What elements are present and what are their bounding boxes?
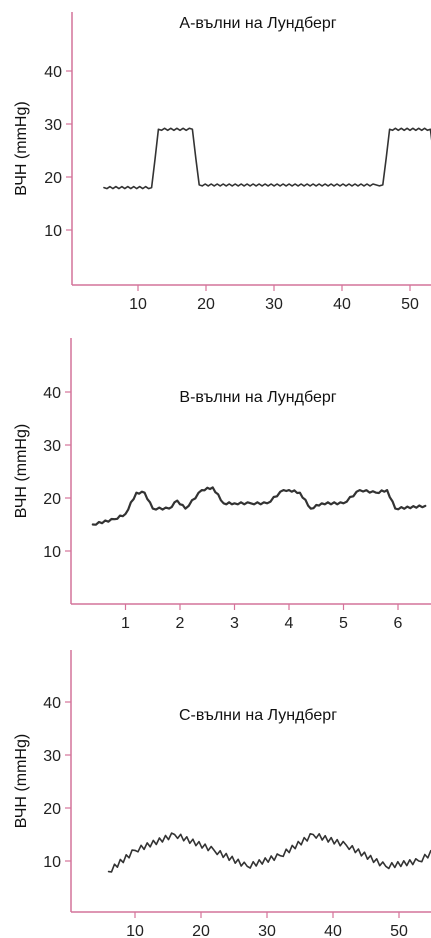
- chart-panel-2: B-вълни на Лундберг ВЧН (mmHg) 10 20 30 40 1 2 3…: [13, 338, 431, 632]
- chart-title: B-вълни на Лундберг: [179, 389, 336, 406]
- x-tick-label: 40: [333, 296, 351, 313]
- x-tick-label: 50: [401, 296, 419, 313]
- x-tick-label: 10: [126, 923, 144, 938]
- y-tick-label: 40: [44, 64, 62, 81]
- x-tick-label: 3: [230, 615, 239, 632]
- x-tick-label: 30: [258, 923, 276, 938]
- y-tick-label: 10: [43, 854, 61, 871]
- chart-panel-1: A-вълни на Лундберг ВЧН (mmHg) 10 20 30 40 10 2…: [13, 12, 431, 313]
- y-tick-label: 20: [43, 491, 61, 508]
- chart-title: C-вълни на Лундберг: [179, 707, 337, 724]
- y-tick-label: 30: [44, 117, 62, 134]
- x-tick-label: 5: [339, 615, 348, 632]
- series-line: [107, 832, 431, 873]
- y-tick-label: 10: [44, 223, 62, 240]
- x-tick-label: 30: [265, 296, 283, 313]
- x-tick-label: 50: [390, 923, 408, 938]
- x-tick-label: 1: [121, 615, 130, 632]
- series-line: [91, 486, 427, 526]
- x-tick-label: 40: [324, 923, 342, 938]
- y-axis-label: ВЧН (mmHg): [13, 424, 30, 518]
- x-tick-label: 20: [197, 296, 215, 313]
- x-tick-label: 6: [394, 615, 403, 632]
- y-tick-label: 20: [43, 801, 61, 818]
- y-tick-label: 40: [43, 385, 61, 402]
- x-tick-label: 4: [285, 615, 294, 632]
- x-tick-label: 2: [176, 615, 185, 632]
- y-tick-label: 30: [43, 438, 61, 455]
- y-axis-label: ВЧН (mmHg): [13, 101, 30, 195]
- chart-panel-3: C-вълни на Лундберг ВЧН (mmHg) 10 20 30 40 10 2…: [13, 650, 431, 938]
- y-tick-label: 40: [43, 695, 61, 712]
- chart-title: A-вълни на Лундберг: [179, 15, 336, 32]
- y-axis-label: ВЧН (mmHg): [13, 734, 30, 828]
- y-tick-label: 20: [44, 170, 62, 187]
- x-tick-label: 10: [129, 296, 147, 313]
- series-line: [103, 127, 431, 190]
- y-tick-label: 30: [43, 748, 61, 765]
- y-tick-label: 10: [43, 544, 61, 561]
- x-tick-label: 20: [192, 923, 210, 938]
